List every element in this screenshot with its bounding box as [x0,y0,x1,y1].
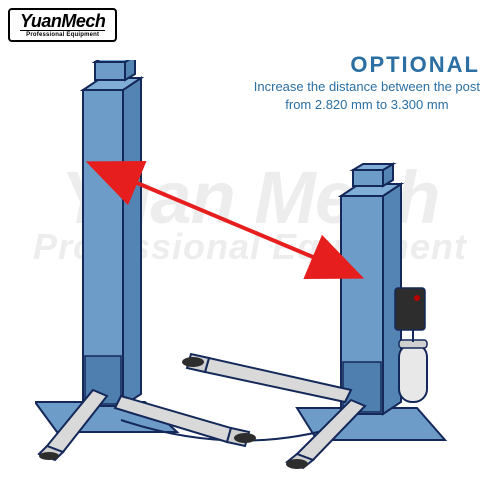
control-box-icon [395,288,425,330]
right-post [297,164,445,440]
hydraulic-cylinder-icon [399,330,427,402]
logo-main-text: YuanMech [20,12,105,30]
distance-arrow-icon [130,180,320,260]
two-post-lift-diagram [35,60,455,470]
left-post [35,60,177,432]
logo-sub-text: Professional Equipment [20,30,105,38]
brand-logo: YuanMech Professional Equipment [8,8,117,42]
